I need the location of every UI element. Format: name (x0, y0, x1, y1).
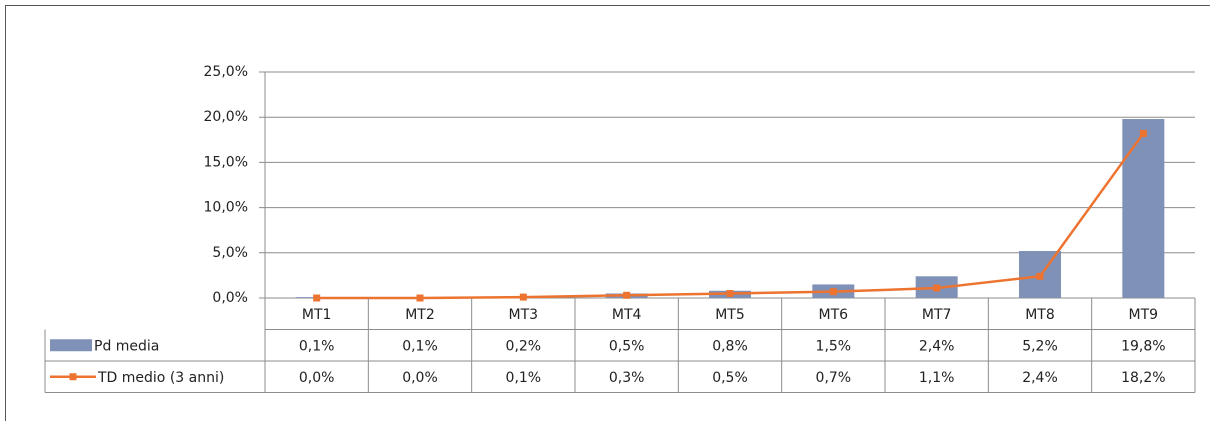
table-value: 0,0% (299, 370, 335, 386)
table-value: 2,4% (1022, 370, 1058, 386)
x-tick-label: MT6 (819, 307, 849, 323)
table-value: 2,4% (919, 338, 955, 354)
y-tick-label: 15,0% (204, 154, 248, 170)
marker (416, 294, 424, 302)
table-value: 18,2% (1121, 370, 1165, 386)
table-value: 0,3% (609, 370, 645, 386)
table-value: 0,7% (816, 370, 852, 386)
chart-frame (5, 5, 1210, 421)
table-value: 0,8% (712, 338, 748, 354)
marker (726, 289, 734, 297)
legend-key (50, 339, 92, 352)
marker (933, 284, 941, 292)
x-tick-label: MT3 (509, 307, 539, 323)
y-tick-label: 5,0% (212, 245, 248, 261)
table-value: 1,5% (816, 338, 852, 354)
y-tick-label: 20,0% (204, 109, 248, 125)
x-tick-label: MT7 (922, 307, 952, 323)
table-value: 0,1% (402, 338, 438, 354)
table-value: 5,2% (1022, 338, 1058, 354)
legend-label: Pd media (94, 338, 159, 354)
table-value: 1,1% (919, 370, 955, 386)
y-tick-label: 0,0% (212, 290, 248, 306)
table-value: 0,1% (506, 370, 542, 386)
marker (519, 293, 527, 301)
x-tick-label: MT5 (715, 307, 745, 323)
table-value: 0,0% (402, 370, 438, 386)
marker (623, 291, 631, 299)
x-tick-label: MT2 (405, 307, 435, 323)
x-tick-label: MT1 (302, 307, 332, 323)
marker (313, 294, 321, 302)
x-tick-label: MT9 (1129, 307, 1159, 323)
table-value: 0,5% (609, 338, 645, 354)
table-value: 19,8% (1121, 338, 1165, 354)
marker (1139, 129, 1147, 137)
y-tick-label: 25,0% (204, 64, 248, 80)
bar (1122, 119, 1165, 299)
x-tick-label: MT4 (612, 307, 642, 323)
marker (829, 288, 837, 296)
table-value: 0,1% (299, 338, 335, 354)
marker (1036, 272, 1044, 280)
x-tick-label: MT8 (1025, 307, 1055, 323)
legend-key (69, 373, 77, 381)
y-tick-label: 10,0% (204, 200, 248, 216)
table-value: 0,5% (712, 370, 748, 386)
legend-label: TD medio (3 anni) (97, 370, 224, 386)
table-value: 0,2% (506, 338, 542, 354)
